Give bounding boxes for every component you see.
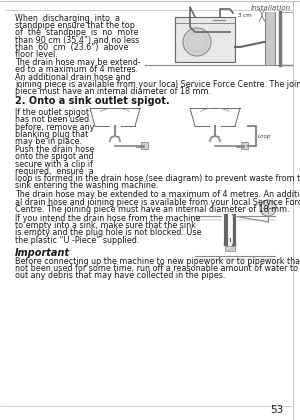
- Text: may be in place.: may be in place.: [15, 137, 82, 146]
- Text: The drain hose may be extend-: The drain hose may be extend-: [15, 58, 141, 67]
- Text: than  60  cm  (23.6”)  above: than 60 cm (23.6”) above: [15, 43, 128, 52]
- Text: al drain hose and joining piece is available from your local Service Force: al drain hose and joining piece is avail…: [15, 197, 300, 207]
- FancyBboxPatch shape: [141, 142, 148, 149]
- Text: is empty and the plug hole is not blocked. Use: is empty and the plug hole is not blocke…: [15, 228, 202, 237]
- Text: Before connecting up the machine to new pipework or to pipework that has: Before connecting up the machine to new …: [15, 257, 300, 266]
- Text: 2. Onto a sink outlet spigot.: 2. Onto a sink outlet spigot.: [15, 96, 169, 106]
- Text: The drain hose may be extended to a maximum of 4 metres. An addition-: The drain hose may be extended to a maxi…: [15, 190, 300, 200]
- FancyBboxPatch shape: [175, 17, 235, 62]
- Text: not been used for some time, run off a reasonable amount of water to flush: not been used for some time, run off a r…: [15, 264, 300, 273]
- Text: Push the drain hose: Push the drain hose: [15, 145, 94, 154]
- Text: sink entering the washing machine.: sink entering the washing machine.: [15, 181, 158, 190]
- Text: Important: Important: [15, 248, 70, 258]
- Text: to empty into a sink, make sure that the sink: to empty into a sink, make sure that the…: [15, 221, 196, 230]
- Text: Centre. The joining piece must have an internal diameter of 18 mm.: Centre. The joining piece must have an i…: [15, 205, 290, 214]
- Text: loop is formed in the drain hose (see diagram) to prevent waste from the: loop is formed in the drain hose (see di…: [15, 174, 300, 183]
- FancyBboxPatch shape: [225, 246, 235, 251]
- Circle shape: [183, 28, 211, 56]
- Text: ed to a maximum of 4 metres.: ed to a maximum of 4 metres.: [15, 66, 138, 74]
- Text: out any debris that may have collected in the pipes.: out any debris that may have collected i…: [15, 271, 225, 280]
- Text: If you intend the drain hose from the machine: If you intend the drain hose from the ma…: [15, 214, 200, 223]
- Text: If the outlet spigot: If the outlet spigot: [15, 108, 89, 117]
- Text: the plastic “U -Piece” supplied.: the plastic “U -Piece” supplied.: [15, 236, 140, 244]
- Text: Loop: Loop: [258, 134, 272, 139]
- Text: piece must have an internal diameter of 18 mm.: piece must have an internal diameter of …: [15, 87, 211, 96]
- Text: before, remove any: before, remove any: [15, 123, 94, 131]
- Text: 53: 53: [270, 405, 283, 415]
- Text: joining piece is available from your local Service Force Centre. The joining: joining piece is available from your loc…: [15, 80, 300, 89]
- Text: blanking plug that: blanking plug that: [15, 130, 88, 139]
- FancyBboxPatch shape: [265, 12, 275, 65]
- Text: than 90 cm (35.4”) and no less: than 90 cm (35.4”) and no less: [15, 36, 139, 45]
- Text: secure with a clip if: secure with a clip if: [15, 160, 93, 168]
- FancyBboxPatch shape: [241, 142, 248, 149]
- Text: An additional drain hose and: An additional drain hose and: [15, 73, 130, 81]
- Text: of  the  standpipe  is  no  more: of the standpipe is no more: [15, 29, 139, 37]
- Circle shape: [260, 200, 276, 216]
- Text: Installation: Installation: [251, 5, 291, 11]
- Text: floor level.: floor level.: [15, 50, 58, 59]
- Text: has not been used: has not been used: [15, 116, 89, 124]
- Text: standpipe ensure that the top: standpipe ensure that the top: [15, 21, 135, 30]
- Text: ________: ________: [268, 258, 288, 263]
- Text: 3 cm: 3 cm: [238, 13, 252, 18]
- Text: When  discharging  into  a: When discharging into a: [15, 14, 120, 23]
- Text: required,  ensure  a: required, ensure a: [15, 167, 94, 176]
- Text: onto the spigot and: onto the spigot and: [15, 152, 94, 161]
